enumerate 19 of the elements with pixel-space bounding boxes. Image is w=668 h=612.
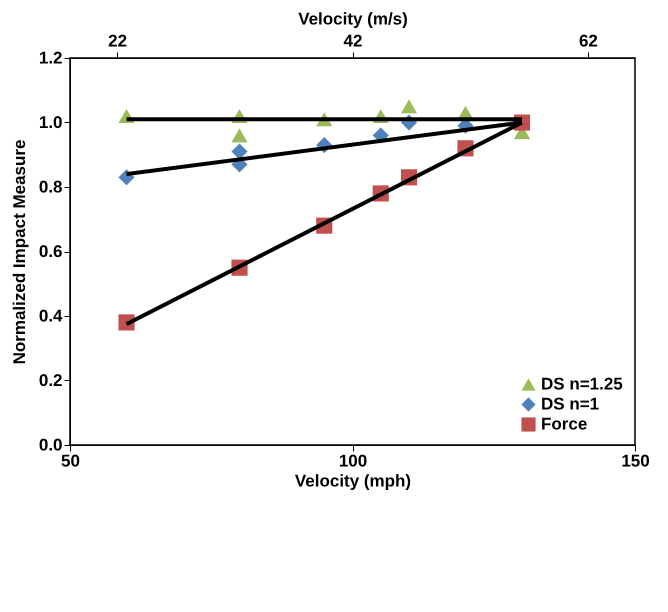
y-tick-label: 0.0 [38,436,62,454]
y-tick-label: 0.2 [38,371,62,390]
x2-tick-label: 62 [578,32,598,50]
x-tick-label: 150 [621,452,650,470]
y-tick-label: 0.4 [38,306,64,326]
legend-label: DS n=1 [541,394,600,414]
y-tick-label: 0.6 [38,242,62,261]
y-tick-label: 1.0 [38,113,62,132]
x-tick-label: 50 [61,452,80,470]
x-tick-label: 100 [338,452,368,470]
x2-axis-title: Velocity (m/s) [298,10,408,28]
x2-tick-label: 42 [344,32,362,50]
legend-label: DS n=1.25 [541,374,623,394]
y-tick-label: 1.2 [38,48,62,68]
legend-label: Force [541,414,588,434]
y-tick-label: 0.8 [38,178,62,196]
y-axis-title: Normalized Impact Measure [10,140,29,364]
x2-tick-label: 22 [108,32,128,50]
x-axis-title: Velocity (mph) [294,472,412,490]
